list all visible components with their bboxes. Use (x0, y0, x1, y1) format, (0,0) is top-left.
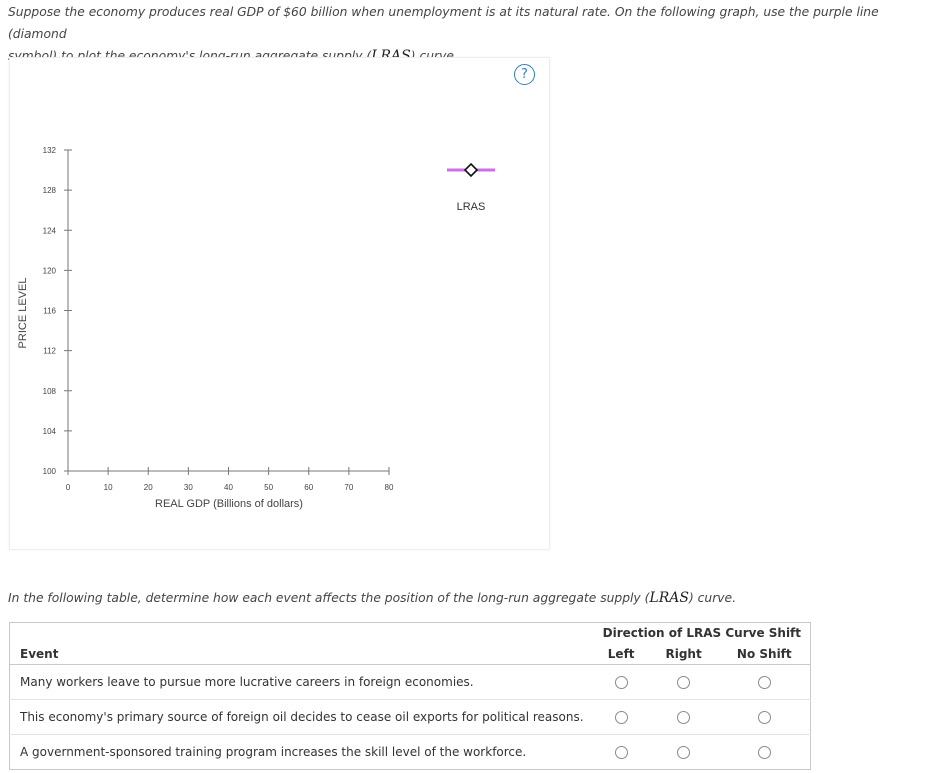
left-column-header: Left (593, 643, 649, 665)
help-icon[interactable]: ? (514, 64, 535, 85)
event-text: A government-sponsored training program … (20, 745, 527, 759)
diamond-icon[interactable] (463, 162, 479, 178)
lras-tool-label: LRAS (457, 201, 486, 213)
y-tick-label: 120 (43, 266, 57, 275)
y-tick-label: 116 (43, 307, 56, 316)
events-table: Direction of LRAS Curve Shift Event Left… (9, 622, 811, 770)
radio-right[interactable] (677, 676, 691, 689)
radio-no-shift[interactable] (757, 746, 771, 759)
x-tick-label: 50 (264, 483, 273, 492)
x-tick-label: 70 (344, 483, 353, 492)
table-instruction-prefix: In the following table, determine how ea… (8, 591, 650, 605)
x-tick-label: 10 (104, 483, 113, 492)
chart-ticks: 0 10 20 30 40 50 60 70 80 100 104 108 112 116 120 124 12… (43, 146, 394, 492)
y-tick-label: 100 (43, 467, 57, 476)
x-tick-label: 60 (304, 483, 313, 492)
x-tick-label: 40 (224, 483, 233, 492)
question-line1: Suppose the economy produces real GDP of… (8, 5, 879, 41)
y-tick-label: 112 (43, 347, 56, 356)
event-column-header: Event (9, 643, 594, 665)
event-text: This economy's primary source of foreign… (9, 699, 594, 735)
radio-left[interactable] (614, 746, 628, 759)
table-row: Many workers leave to pursue more lucrat… (9, 664, 811, 700)
no-shift-column-header: No Shift (718, 643, 811, 665)
table-instruction-suffix: ) curve. (688, 591, 737, 605)
radio-no-shift[interactable] (757, 711, 771, 724)
graph-panel (9, 57, 550, 550)
y-tick-label: 132 (43, 146, 57, 155)
x-tick-label: 0 (66, 483, 71, 492)
x-tick-label: 80 (385, 483, 394, 492)
right-column-header: Right (648, 643, 719, 665)
radio-left[interactable] (614, 676, 628, 689)
radio-left[interactable] (614, 711, 628, 724)
y-tick-label: 124 (43, 226, 57, 235)
y-tick-label: 104 (43, 427, 57, 436)
y-tick-label: 108 (43, 387, 57, 396)
chart-axes (67, 150, 389, 472)
x-tick-label: 30 (184, 483, 193, 492)
radio-no-shift[interactable] (757, 676, 771, 689)
x-tick-label: 20 (144, 483, 153, 492)
y-tick-label: 128 (43, 186, 57, 195)
event-text: Many workers leave to pursue more lucrat… (9, 664, 594, 700)
table-instruction-math: LRAS (649, 590, 689, 606)
y-axis-label: PRICE LEVEL (17, 278, 29, 349)
radio-right[interactable] (677, 746, 691, 759)
radio-right[interactable] (677, 711, 691, 724)
table-row: A government-sponsored training program … (10, 735, 811, 770)
lras-palette-tool[interactable]: LRAS (447, 162, 495, 213)
x-axis-label: REAL GDP (Billions of dollars) (155, 498, 303, 510)
table-instruction: In the following table, determine how ea… (8, 588, 908, 608)
table-row: This economy's primary source of foreign… (9, 699, 811, 735)
shift-direction-header: Direction of LRAS Curve Shift (602, 626, 802, 640)
